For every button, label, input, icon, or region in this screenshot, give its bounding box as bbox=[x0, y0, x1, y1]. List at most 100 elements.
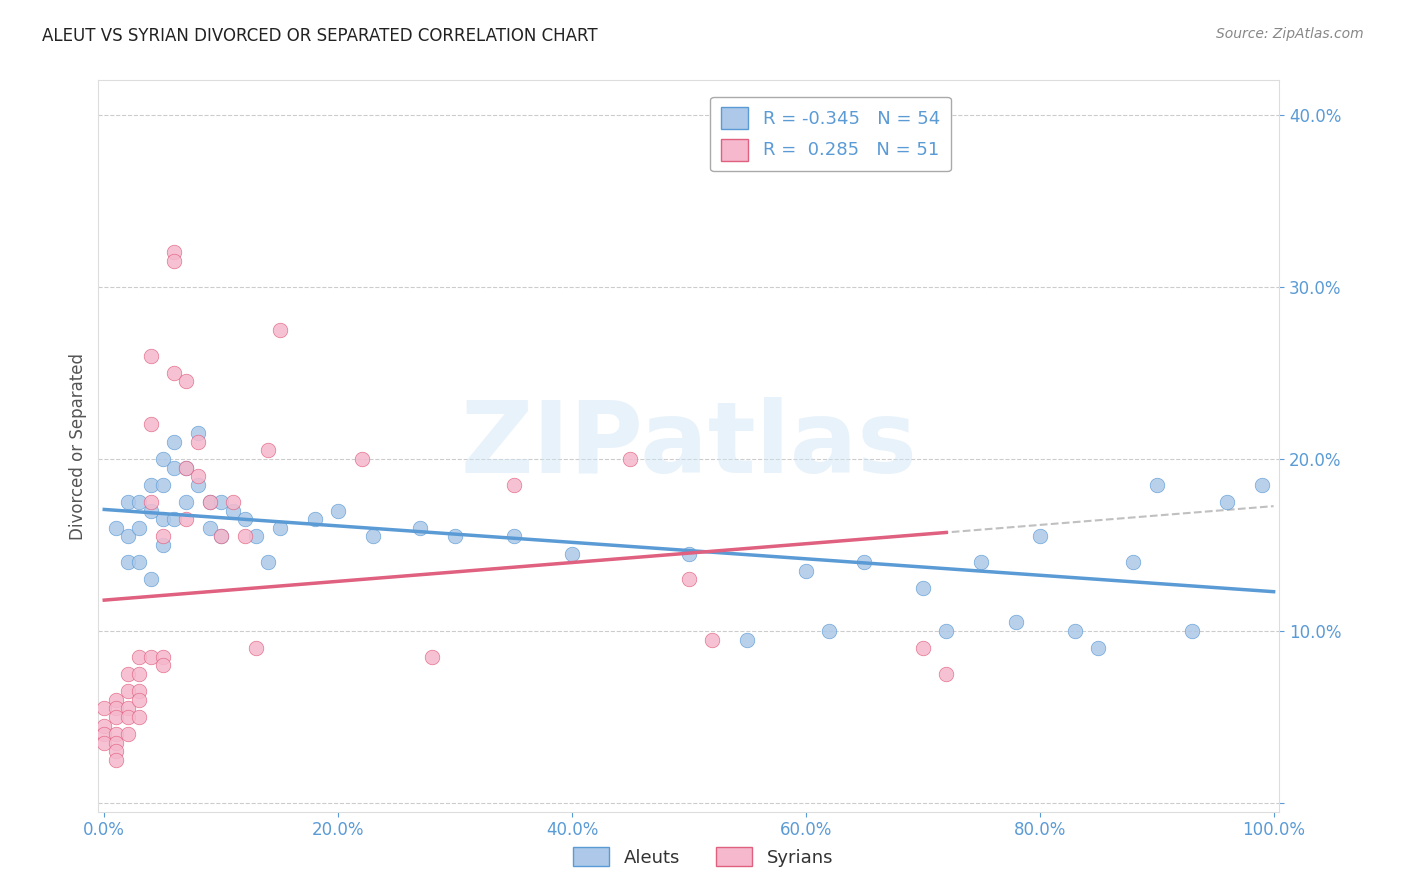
Point bbox=[678, 573, 700, 587]
Point bbox=[174, 375, 197, 389]
Point bbox=[152, 658, 174, 673]
Point bbox=[935, 624, 957, 638]
Point bbox=[269, 521, 291, 535]
Point bbox=[350, 451, 373, 466]
Point bbox=[1029, 529, 1052, 543]
Point bbox=[117, 667, 139, 681]
Point bbox=[1251, 477, 1274, 491]
Point bbox=[128, 693, 150, 707]
Point bbox=[174, 512, 197, 526]
Point bbox=[1146, 477, 1168, 491]
Point bbox=[853, 555, 876, 569]
Point bbox=[361, 529, 384, 543]
Point bbox=[818, 624, 841, 638]
Point bbox=[678, 547, 700, 561]
Point bbox=[1087, 641, 1109, 656]
Point bbox=[187, 434, 209, 449]
Point bbox=[139, 573, 162, 587]
Text: Source: ZipAtlas.com: Source: ZipAtlas.com bbox=[1216, 27, 1364, 41]
Point bbox=[187, 469, 209, 483]
Point bbox=[409, 521, 432, 535]
Point bbox=[128, 649, 150, 664]
Point bbox=[420, 649, 443, 664]
Point bbox=[117, 710, 139, 724]
Point bbox=[163, 512, 186, 526]
Point bbox=[93, 701, 115, 715]
Point bbox=[163, 460, 186, 475]
Point bbox=[257, 443, 280, 458]
Point bbox=[152, 649, 174, 664]
Y-axis label: Divorced or Separated: Divorced or Separated bbox=[69, 352, 87, 540]
Point bbox=[152, 451, 174, 466]
Point bbox=[117, 529, 139, 543]
Point bbox=[1063, 624, 1085, 638]
Point bbox=[198, 521, 221, 535]
Point bbox=[128, 555, 150, 569]
Point bbox=[326, 503, 349, 517]
Point bbox=[502, 529, 524, 543]
Point bbox=[128, 521, 150, 535]
Point bbox=[128, 684, 150, 698]
Point bbox=[502, 477, 524, 491]
Point bbox=[1122, 555, 1144, 569]
Point bbox=[222, 503, 245, 517]
Point bbox=[93, 727, 115, 741]
Point bbox=[1005, 615, 1028, 630]
Text: ZIPatlas: ZIPatlas bbox=[461, 398, 917, 494]
Point bbox=[93, 736, 115, 750]
Point bbox=[93, 719, 115, 733]
Point bbox=[209, 495, 232, 509]
Point bbox=[970, 555, 993, 569]
Point bbox=[222, 495, 245, 509]
Point bbox=[117, 701, 139, 715]
Point bbox=[128, 667, 150, 681]
Point bbox=[737, 632, 759, 647]
Point bbox=[1216, 495, 1239, 509]
Point bbox=[233, 512, 256, 526]
Point bbox=[163, 245, 186, 260]
Point bbox=[139, 349, 162, 363]
Point bbox=[117, 555, 139, 569]
Point bbox=[163, 434, 186, 449]
Point bbox=[187, 477, 209, 491]
Point bbox=[304, 512, 326, 526]
Point bbox=[104, 701, 127, 715]
Legend: Aleuts, Syrians: Aleuts, Syrians bbox=[565, 840, 841, 874]
Point bbox=[619, 451, 641, 466]
Point bbox=[174, 460, 197, 475]
Point bbox=[117, 684, 139, 698]
Point bbox=[233, 529, 256, 543]
Point bbox=[702, 632, 724, 647]
Point bbox=[209, 529, 232, 543]
Point bbox=[104, 521, 127, 535]
Point bbox=[104, 727, 127, 741]
Point bbox=[257, 555, 280, 569]
Point bbox=[174, 460, 197, 475]
Point bbox=[128, 710, 150, 724]
Legend: R = -0.345   N = 54, R =  0.285   N = 51: R = -0.345 N = 54, R = 0.285 N = 51 bbox=[710, 96, 950, 171]
Point bbox=[1181, 624, 1204, 638]
Point bbox=[163, 254, 186, 268]
Point bbox=[139, 477, 162, 491]
Point bbox=[269, 323, 291, 337]
Point bbox=[104, 744, 127, 758]
Point bbox=[198, 495, 221, 509]
Point bbox=[104, 693, 127, 707]
Point bbox=[935, 667, 957, 681]
Point bbox=[104, 736, 127, 750]
Point bbox=[128, 495, 150, 509]
Point bbox=[139, 417, 162, 432]
Point bbox=[152, 538, 174, 552]
Point bbox=[152, 529, 174, 543]
Point bbox=[911, 581, 934, 595]
Point bbox=[561, 547, 583, 561]
Point bbox=[139, 495, 162, 509]
Point bbox=[152, 512, 174, 526]
Point bbox=[794, 564, 817, 578]
Point bbox=[104, 710, 127, 724]
Point bbox=[117, 727, 139, 741]
Text: ALEUT VS SYRIAN DIVORCED OR SEPARATED CORRELATION CHART: ALEUT VS SYRIAN DIVORCED OR SEPARATED CO… bbox=[42, 27, 598, 45]
Point bbox=[117, 495, 139, 509]
Point bbox=[245, 641, 267, 656]
Point bbox=[152, 477, 174, 491]
